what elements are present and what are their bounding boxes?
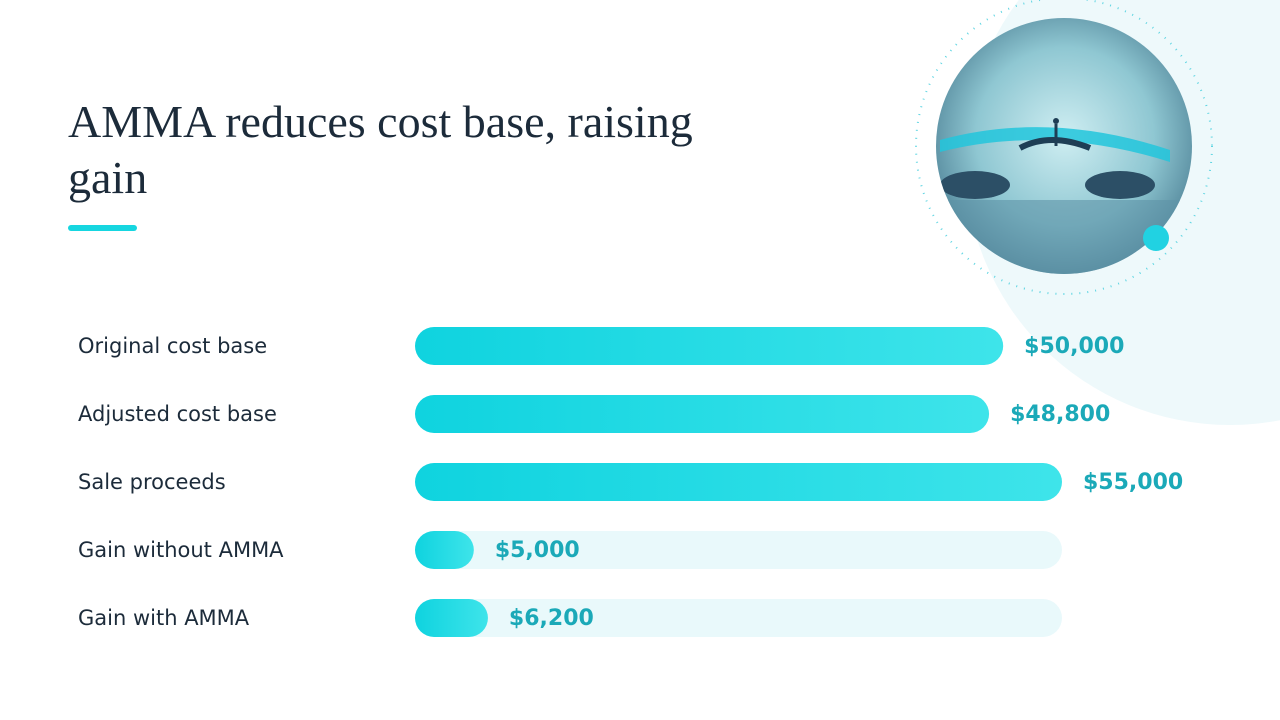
- category-label: Adjusted cost base: [78, 402, 277, 426]
- dotted-ring: [915, 0, 1213, 295]
- value-label: $5,000: [495, 538, 580, 563]
- bar: [415, 395, 990, 433]
- category-label: Gain without AMMA: [78, 538, 284, 562]
- value-label: $48,800: [1010, 402, 1110, 427]
- bar: [415, 463, 1062, 501]
- accent-dot: [1143, 225, 1169, 251]
- value-label: $6,200: [509, 606, 594, 631]
- category-label: Original cost base: [78, 334, 267, 358]
- bar-track: [415, 599, 1062, 637]
- bar: [415, 531, 474, 569]
- bar-chart: Original cost base $50,000 Adjusted cost b…: [78, 327, 1183, 637]
- category-label: Sale proceeds: [78, 470, 226, 494]
- chart-title: AMMA reduces cost base, raising gain: [68, 96, 693, 203]
- bar: [415, 599, 488, 637]
- title-underline: [68, 225, 137, 231]
- value-label: $55,000: [1083, 470, 1183, 495]
- bar-track: [415, 531, 1062, 569]
- value-label: $50,000: [1024, 334, 1124, 359]
- bar: [415, 327, 1004, 365]
- category-label: Gain with AMMA: [78, 606, 250, 630]
